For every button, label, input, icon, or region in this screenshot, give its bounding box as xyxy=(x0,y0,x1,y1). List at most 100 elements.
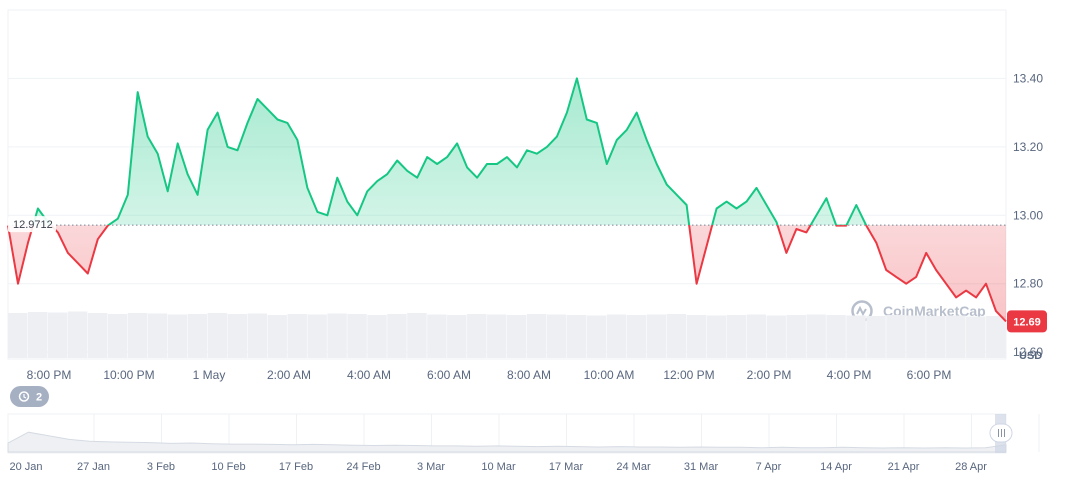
volume-bar xyxy=(327,313,347,358)
navigator-handle[interactable] xyxy=(989,423,1013,443)
volume-bar xyxy=(227,314,248,358)
x-tick-label: 2:00 PM xyxy=(747,368,792,382)
volume-bar xyxy=(107,314,128,358)
range-navigator[interactable]: 20 Jan 27 Jan 3 Feb 10 Feb 17 Feb 24 Feb 3 Mar… xyxy=(7,413,1040,473)
volume-bar xyxy=(546,314,567,358)
volume-bar xyxy=(706,315,727,358)
history-icon-hand xyxy=(23,394,27,399)
volume-bar xyxy=(307,314,327,358)
reference-label: 12.9712 xyxy=(8,216,56,233)
volume-bar xyxy=(27,312,48,358)
volume-bar xyxy=(87,313,108,358)
volume-bar xyxy=(507,315,527,358)
volume-bar xyxy=(247,313,267,358)
y-axis-labels: 13.40 13.20 13.00 12.80 12.60 xyxy=(1013,71,1043,359)
volume-bar xyxy=(606,314,627,358)
coinmarketcap-watermark: CoinMarketCap xyxy=(851,300,986,322)
volume-bar xyxy=(367,315,387,358)
volume-bar xyxy=(666,314,687,358)
volume-bar xyxy=(447,315,467,358)
volume-bar xyxy=(487,314,507,358)
y-tick-label: 12.80 xyxy=(1013,277,1043,291)
x-tick-label: 4:00 AM xyxy=(347,368,391,382)
navigator-label: 17 Feb xyxy=(279,461,313,473)
y-tick-label: 12.60 xyxy=(1013,345,1043,359)
x-axis-labels: 8:00 PM 10:00 PM 1 May 2:00 AM 4:00 AM 6:00 A… xyxy=(27,368,952,382)
x-tick-label: 10:00 PM xyxy=(103,368,154,382)
current-price-badge: 12.69 xyxy=(1007,310,1047,333)
navigator-label: 24 Mar xyxy=(616,461,651,473)
history-count: 2 xyxy=(36,392,42,404)
price-line-below xyxy=(7,225,1007,323)
navigator-label: 3 Mar xyxy=(417,461,445,473)
volume-bar xyxy=(946,315,966,358)
volume-bar xyxy=(127,313,148,358)
volume-bar xyxy=(347,314,367,358)
volume-bar xyxy=(646,314,667,358)
x-tick-label: 1 May xyxy=(193,368,226,382)
x-tick-label: 6:00 AM xyxy=(427,368,471,382)
area-above-reference xyxy=(8,78,1006,226)
navigator-area xyxy=(7,431,1007,453)
navigator-label: 10 Mar xyxy=(481,461,516,473)
navigator-label: 31 Mar xyxy=(684,461,719,473)
coinmarketcap-logo-wave xyxy=(856,305,867,317)
volume-bar xyxy=(167,314,188,358)
navigator-labels: 20 Jan 27 Jan 3 Feb 10 Feb 17 Feb 24 Feb 3 Mar… xyxy=(9,461,987,473)
watermark-text: CoinMarketCap xyxy=(883,303,986,319)
navigator-label: 28 Apr xyxy=(955,461,987,473)
x-tick-label: 8:00 AM xyxy=(507,368,551,382)
reference-value-text: 12.9712 xyxy=(13,219,53,231)
navigator-label: 24 Feb xyxy=(346,461,380,473)
x-tick-label: 4:00 PM xyxy=(827,368,872,382)
volume-bar xyxy=(287,314,307,358)
navigator-label: 3 Feb xyxy=(147,461,175,473)
volume-bar xyxy=(586,315,607,358)
volume-bar xyxy=(427,314,447,358)
volume-bar xyxy=(566,315,587,358)
volume-bar xyxy=(686,315,707,358)
navigator-label: 17 Mar xyxy=(549,461,584,473)
volume-bar xyxy=(187,314,208,358)
volume-bar xyxy=(147,313,168,358)
area-below-reference xyxy=(8,225,1006,322)
volume-bar xyxy=(407,313,427,358)
volume-bar xyxy=(866,316,886,358)
x-tick-label: 10:00 AM xyxy=(584,368,635,382)
volume-bar xyxy=(846,315,866,358)
history-icon xyxy=(18,391,30,402)
volume-bar xyxy=(906,315,926,358)
volume-bar xyxy=(207,313,228,358)
volume-bar xyxy=(726,315,747,358)
volume-bar xyxy=(886,315,906,358)
x-tick-label: 6:00 PM xyxy=(907,368,952,382)
navigator-label: 21 Apr xyxy=(888,461,920,473)
volume-bar xyxy=(766,315,786,358)
navigator-label: 10 Feb xyxy=(211,461,245,473)
history-badge[interactable]: 2 xyxy=(10,386,49,407)
navigator-label: 27 Jan xyxy=(77,461,110,473)
y-tick-label: 13.00 xyxy=(1013,208,1043,222)
navigator-label: 7 Apr xyxy=(756,461,782,473)
x-tick-label: 12:00 PM xyxy=(663,368,714,382)
volume-bar xyxy=(746,314,766,358)
price-line-above xyxy=(32,77,868,226)
volume-bar xyxy=(47,312,68,358)
volume-bars xyxy=(8,311,1006,358)
volume-bar xyxy=(387,314,407,358)
volume-bar xyxy=(8,313,28,358)
y-tick-label: 13.20 xyxy=(1013,140,1043,154)
volume-bar xyxy=(986,316,1006,358)
x-tick-label: 2:00 AM xyxy=(267,368,311,382)
navigator-label: 20 Jan xyxy=(9,461,42,473)
unit-label: USD xyxy=(1019,350,1042,362)
volume-bar xyxy=(806,314,826,358)
volume-bar xyxy=(966,316,986,358)
y-tick-label: 13.40 xyxy=(1013,71,1043,85)
volume-bar xyxy=(526,314,547,358)
plot-frame xyxy=(7,9,1007,360)
volume-bar xyxy=(267,315,287,358)
volume-bar xyxy=(626,315,647,358)
navigator-label: 14 Apr xyxy=(820,461,852,473)
